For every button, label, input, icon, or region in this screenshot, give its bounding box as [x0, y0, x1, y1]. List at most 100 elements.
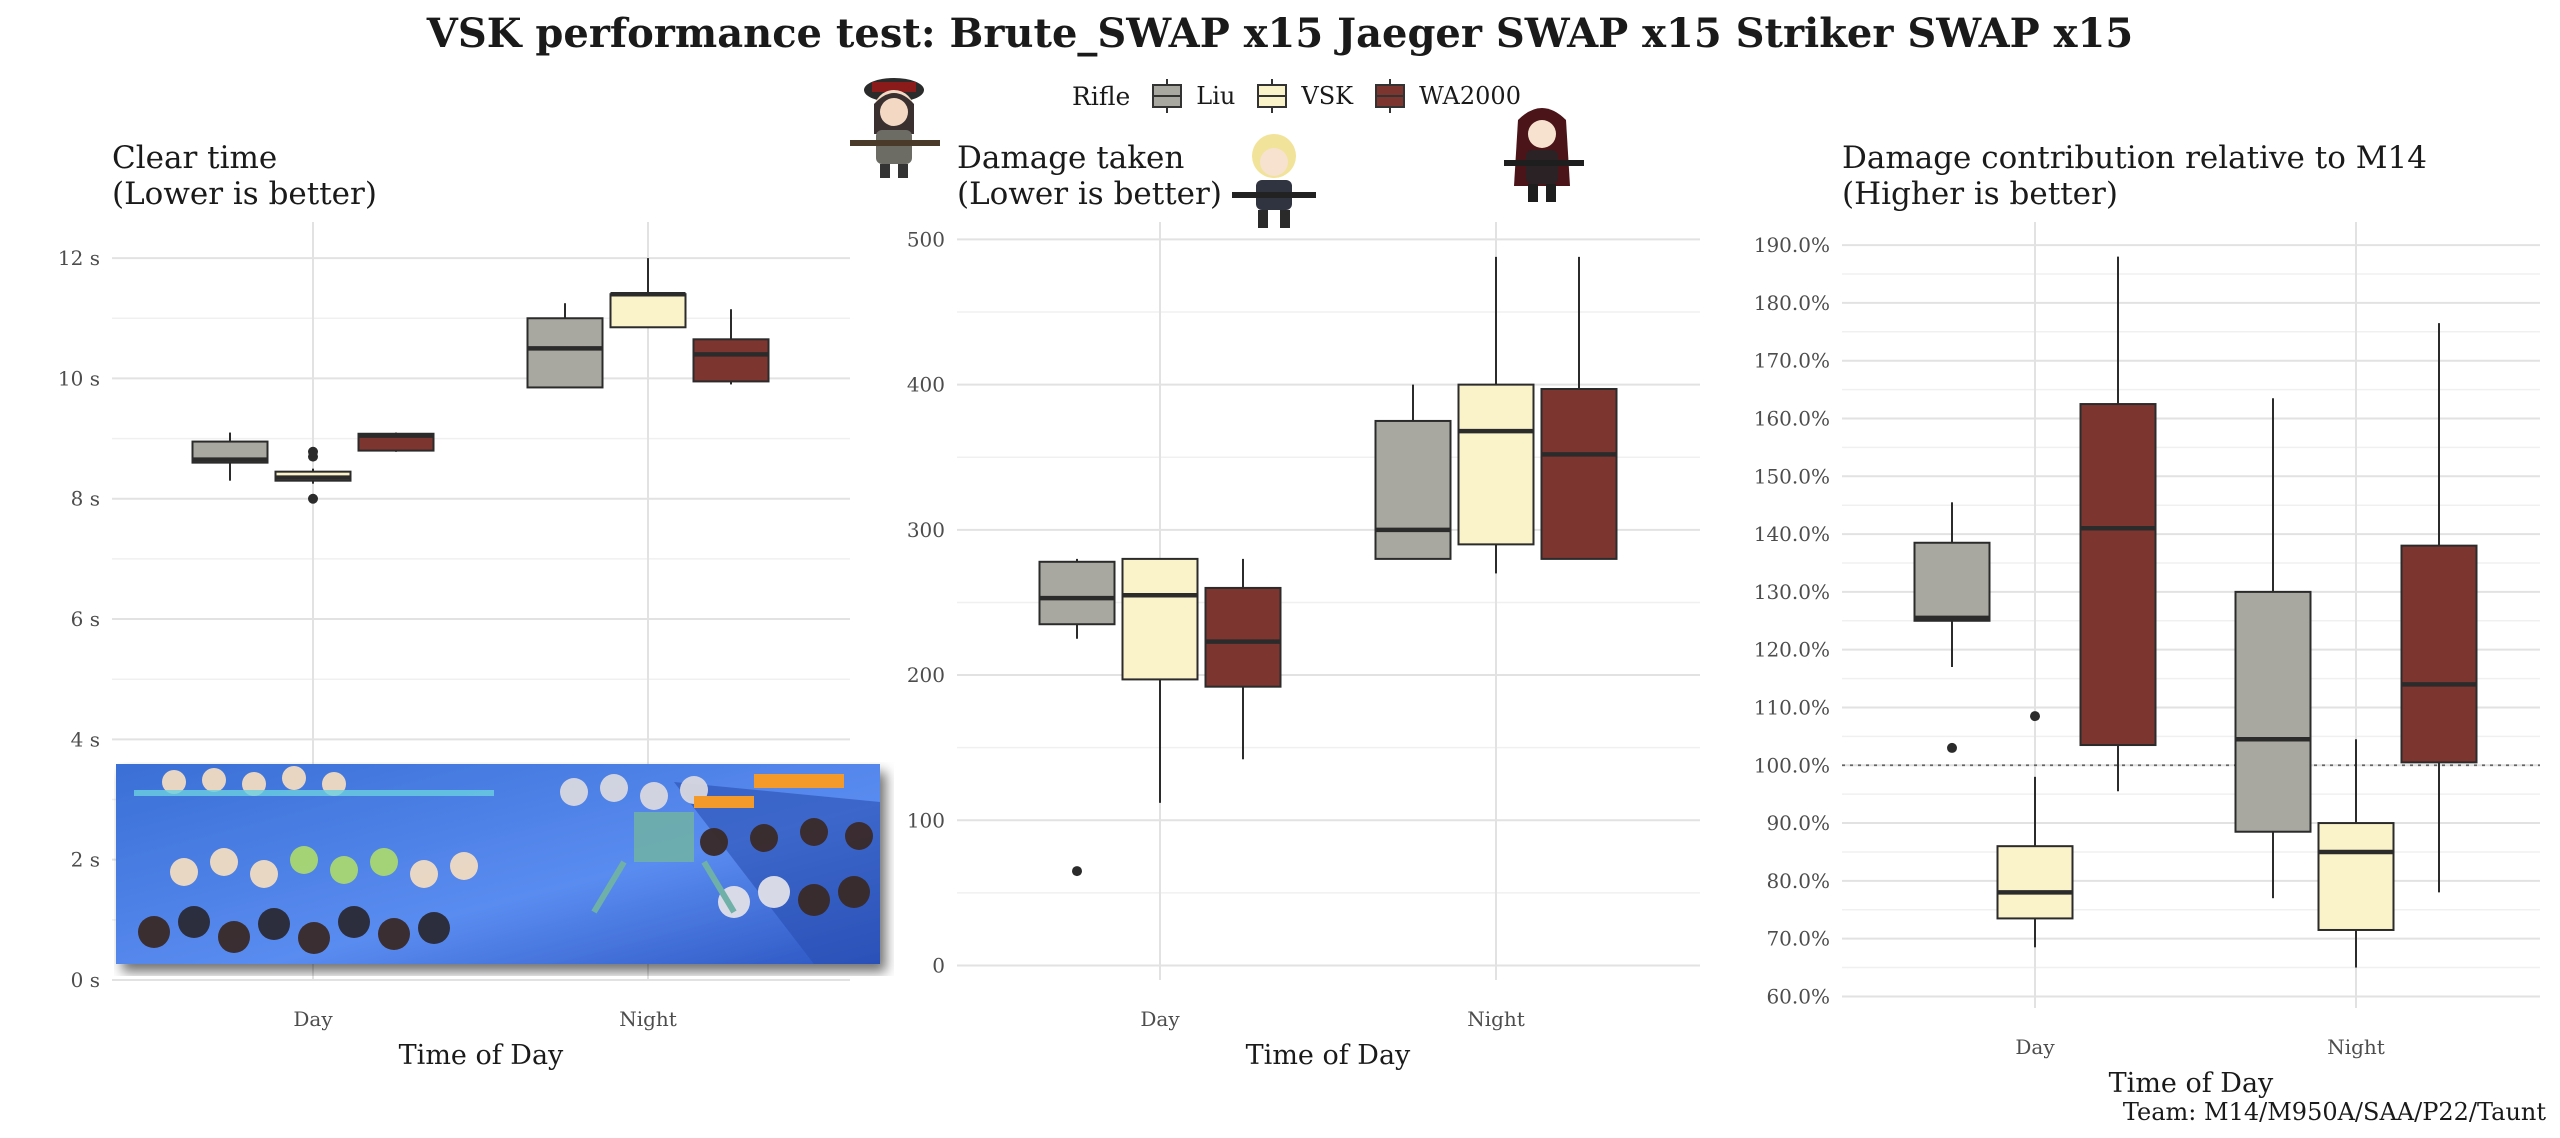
y-tick-label: 12 s: [58, 246, 100, 270]
box-rect: [1913, 541, 1991, 622]
panel-2-title-line1: Damage taken: [957, 140, 1185, 176]
y-tick-label: 130.0%: [1754, 580, 1830, 604]
y-tick-label: 6 s: [71, 607, 100, 631]
character-sprite-vsk-icon: [1232, 134, 1316, 228]
legend-entry-wa2000: WA2000: [1373, 79, 1521, 113]
panel-2-title: Damage taken (Lower is better): [957, 140, 1222, 212]
outlier-point: [308, 493, 318, 504]
panel-3-title: Damage contribution relative to M14 (Hig…: [1842, 140, 2427, 212]
y-tick-label: 10 s: [58, 366, 100, 390]
y-tick-label: 500: [907, 227, 945, 251]
panel-1-title-line2: (Lower is better): [112, 176, 377, 212]
box-rect: [1038, 560, 1116, 626]
y-tick-label: 100.0%: [1754, 753, 1830, 777]
y-tick-label: 160.0%: [1754, 407, 1830, 431]
x-tick-label: Day: [293, 1007, 333, 1031]
outlier-point: [1947, 742, 1957, 753]
y-tick-label: 110.0%: [1754, 695, 1830, 719]
y-tick-label: 8 s: [71, 487, 100, 511]
box-vsk-day: [1996, 711, 2074, 948]
panel-3-title-line2: (Higher is better): [1842, 176, 2118, 212]
y-tick-label: 140.0%: [1754, 522, 1830, 546]
x-tick-label: Night: [1467, 1007, 1525, 1031]
y-tick-label: 200: [907, 663, 945, 687]
y-tick-label: 4 s: [71, 727, 100, 751]
y-tick-label: 2 s: [71, 848, 100, 872]
box-rect: [692, 338, 770, 383]
box-rect: [2400, 544, 2478, 764]
box-wa2000-night: [2400, 323, 2478, 893]
y-tick-label: 0: [932, 953, 945, 977]
legend-key-wa2000: [1375, 79, 1406, 113]
box-rect: [2317, 822, 2395, 931]
box-rect: [1121, 557, 1199, 681]
box-wa2000-day: [357, 432, 435, 452]
box-liu-day: [1038, 558, 1116, 877]
y-tick-label: 190.0%: [1754, 233, 1830, 257]
box-vsk-day: [1121, 557, 1199, 803]
box-liu-night: [2234, 398, 2312, 899]
box-wa2000-night: [692, 309, 770, 385]
character-sprite-liu-icon: [850, 78, 940, 178]
box-liu-day: [191, 432, 269, 481]
box-vsk-night: [609, 258, 687, 329]
box-rect: [1996, 845, 2074, 920]
x-tick-label: Night: [2327, 1035, 2385, 1059]
legend-key-vsk: [1257, 79, 1288, 113]
box-wa2000-night: [1540, 256, 1618, 560]
legend-key-liu: [1152, 79, 1183, 113]
y-tick-label: 400: [907, 373, 945, 397]
legend: Rifle Liu VSK WA2000: [1072, 76, 1541, 116]
box-liu-day: [1913, 502, 1991, 753]
y-tick-label: 90.0%: [1766, 811, 1830, 835]
y-tick-label: 170.0%: [1754, 349, 1830, 373]
x-axis-label: Time of Day: [1246, 1040, 1411, 1071]
legend-entry-vsk: VSK: [1255, 79, 1353, 113]
y-tick-label: 100: [907, 808, 945, 832]
x-axis-label: Time of Day: [2109, 1068, 2274, 1099]
box-rect: [1204, 586, 1282, 688]
legend-label-wa2000: WA2000: [1419, 82, 1521, 110]
y-tick-label: 180.0%: [1754, 291, 1830, 315]
y-tick-label: 70.0%: [1766, 927, 1830, 951]
legend-entry-liu: Liu: [1150, 79, 1235, 113]
box-liu-night: [1374, 384, 1452, 560]
y-tick-label: 120.0%: [1754, 638, 1830, 662]
x-axis-label: Time of Day: [399, 1040, 564, 1071]
legend-label-liu: Liu: [1196, 82, 1236, 110]
y-tick-label: 60.0%: [1766, 984, 1830, 1008]
box-wa2000-day: [1204, 558, 1282, 760]
page-title: VSK performance test: Brute_SWAP x15 Jae…: [426, 10, 2134, 57]
battle-screenshot-image: [116, 764, 880, 964]
legend-label-vsk: VSK: [1301, 82, 1354, 110]
panel-1-title-line1: Clear time: [112, 140, 278, 176]
outlier-point: [1072, 866, 1082, 877]
character-sprite-wa2000-icon: [1504, 108, 1584, 202]
box-rect: [1374, 419, 1452, 560]
panel-1-title: Clear time (Lower is better): [112, 140, 377, 212]
y-tick-label: 0 s: [71, 968, 100, 992]
box-rect: [1540, 387, 1618, 560]
box-rect: [2234, 590, 2312, 833]
panel-3-title-line1: Damage contribution relative to M14: [1842, 140, 2427, 176]
box-rect: [2079, 403, 2157, 747]
outlier-point: [2030, 711, 2040, 722]
box-rect: [526, 317, 604, 389]
x-tick-label: Day: [2015, 1035, 2055, 1059]
outlier-point: [308, 446, 318, 457]
footer-caption: Team: M14/M950A/SAA/P22/Taunt: [2122, 1098, 2546, 1126]
x-tick-label: Night: [619, 1007, 677, 1031]
y-tick-label: 150.0%: [1754, 464, 1830, 488]
box-rect: [1457, 383, 1535, 546]
panel-2-title-line2: (Lower is better): [957, 176, 1222, 212]
box-rect: [191, 440, 269, 464]
legend-title: Rifle: [1072, 81, 1131, 111]
box-vsk-night: [1457, 256, 1535, 574]
box-wa2000-day: [2079, 256, 2157, 792]
box-vsk-night: [2317, 739, 2395, 968]
x-tick-label: Day: [1140, 1007, 1180, 1031]
box-vsk-day: [274, 446, 352, 504]
